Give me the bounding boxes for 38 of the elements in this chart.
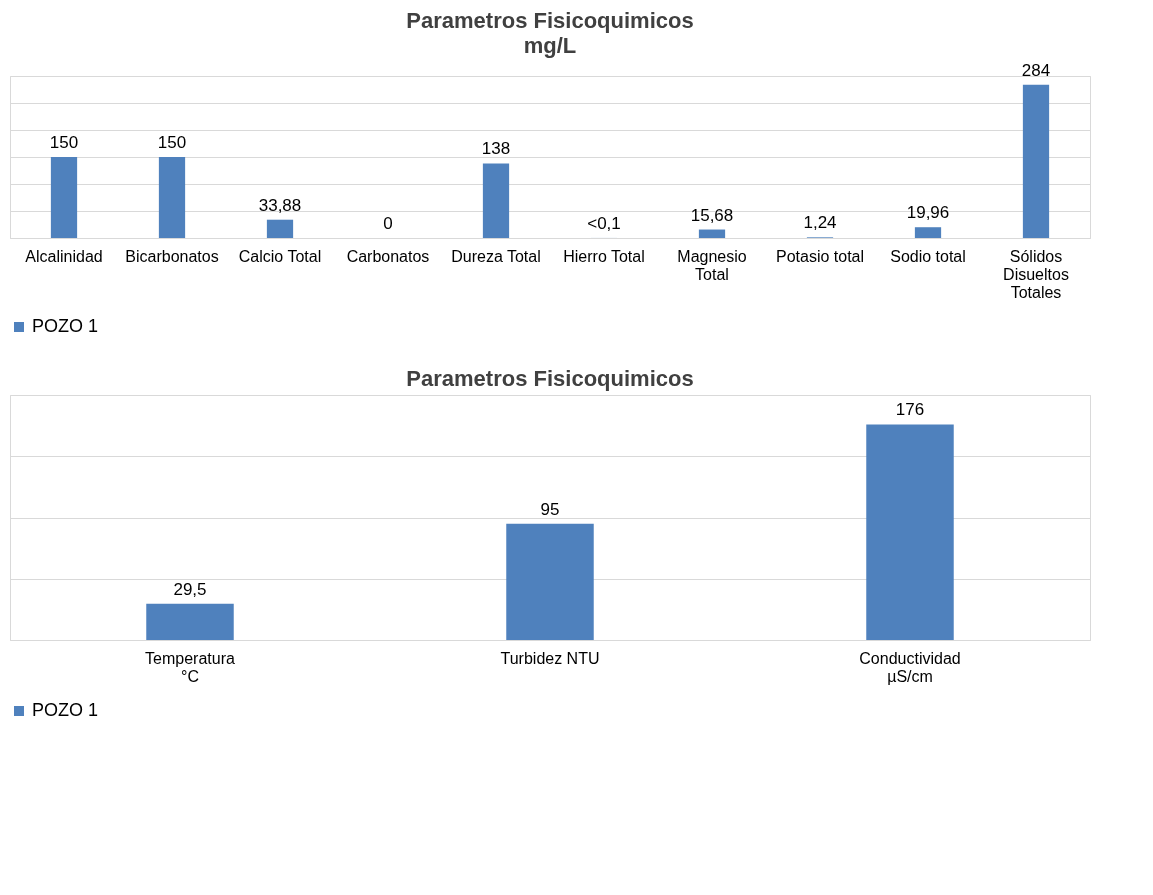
bar [266,219,294,238]
chart-subtitle: mg/L [523,32,577,58]
x-tick-label: Turbidez NTU [500,649,600,667]
x-tick-label: Carbonatos [346,247,430,265]
chart-title: Parametros Fisicoquimicos [406,7,694,33]
x-tick-label: Temperatura °C [145,649,236,685]
bar [914,227,942,238]
data-label: 15,68 [690,205,734,225]
x-tick-label: Hierro Total [563,247,645,265]
x-tick-label: Conductividad µS/cm [859,649,961,685]
data-label: 176 [895,400,925,420]
chart-title: Parametros Fisicoquimicos [406,366,694,391]
data-label: 95 [540,499,560,519]
x-tick-label: Calcio Total [238,247,322,265]
x-tick-label: Magnesio Total [677,247,747,283]
data-label: 1,24 [803,213,837,233]
data-label: 150 [49,133,79,152]
data-label: 29,5 [173,579,207,599]
bar [50,157,78,238]
x-tick-label: Sólidos Disueltos Totales [1003,247,1069,301]
x-tick-label: Sodio total [890,247,966,265]
bar [158,157,186,238]
data-label: <0,1 [587,213,621,233]
bar [482,163,510,238]
x-tick-label: Potasio total [775,247,865,265]
data-label: 150 [157,133,187,152]
bar [1022,84,1050,238]
x-tick-label: Alcalinidad [25,247,103,265]
data-label: 138 [481,139,511,159]
data-label: 0 [383,214,393,233]
data-label: 19,96 [906,203,950,223]
x-tick-label: Bicarbonatos [125,247,219,265]
data-label: 284 [1021,60,1051,80]
data-label: 33,88 [258,195,302,215]
x-tick-label: Dureza Total [451,247,541,265]
legend-label: POZO 1 [32,700,99,720]
legend-label: POZO 1 [32,316,99,336]
bar [698,229,726,238]
